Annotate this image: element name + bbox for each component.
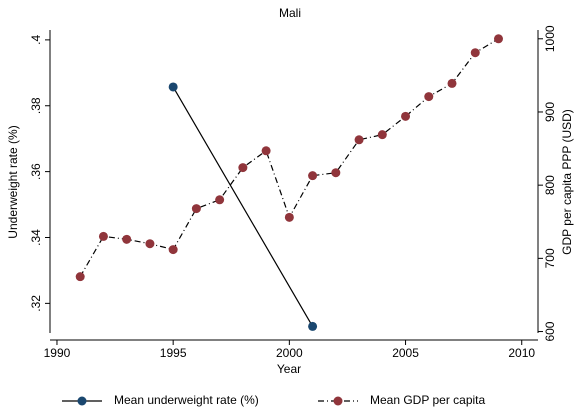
data-point: [284, 212, 294, 222]
x-tick-label: 1990: [44, 346, 71, 360]
x-tick-label: 2005: [392, 346, 419, 360]
data-point: [122, 234, 132, 244]
data-point: [75, 272, 85, 282]
data-point: [145, 239, 155, 249]
data-point: [261, 146, 271, 156]
y-tick-label: .36: [29, 163, 43, 180]
y2-tick-label: 600: [543, 321, 557, 341]
data-point: [168, 245, 178, 255]
data-point: [470, 48, 480, 58]
data-point: [308, 321, 318, 331]
x-tick-label: 2000: [276, 346, 303, 360]
x-axis-label: Year: [277, 362, 301, 376]
x-tick-label: 1995: [160, 346, 187, 360]
legend-marker: [77, 396, 87, 406]
data-point: [493, 34, 503, 44]
y-tick-label: .32: [29, 295, 43, 312]
data-point: [238, 163, 248, 173]
y-tick-label: .34: [29, 229, 43, 246]
y2-tick-label: 900: [543, 102, 557, 122]
data-point: [401, 111, 411, 121]
data-point: [98, 231, 108, 241]
legend-marker: [333, 396, 343, 406]
chart-title: Mali: [279, 6, 301, 20]
data-point: [308, 171, 318, 181]
data-point: [215, 195, 225, 205]
legend-label: Mean GDP per capita: [370, 393, 485, 407]
data-point: [191, 204, 201, 214]
y-axis-label: Underweight rate (%): [6, 125, 20, 238]
data-point: [331, 168, 341, 178]
data-point: [447, 78, 457, 88]
data-point: [354, 135, 364, 145]
y2-tick-label: 800: [543, 175, 557, 195]
data-point: [377, 130, 387, 140]
y-tick-label: .4: [29, 35, 43, 45]
x-tick-label: 2010: [508, 346, 535, 360]
y-tick-label: .38: [29, 97, 43, 114]
data-point: [168, 82, 178, 92]
y2-axis-label: GDP per capita PPP (USD): [560, 109, 574, 255]
series-line: [172, 86, 314, 327]
legend-label: Mean underweight rate (%): [114, 393, 259, 407]
data-point: [424, 92, 434, 102]
y2-tick-label: 1000: [543, 25, 557, 52]
y2-tick-label: 700: [543, 248, 557, 268]
